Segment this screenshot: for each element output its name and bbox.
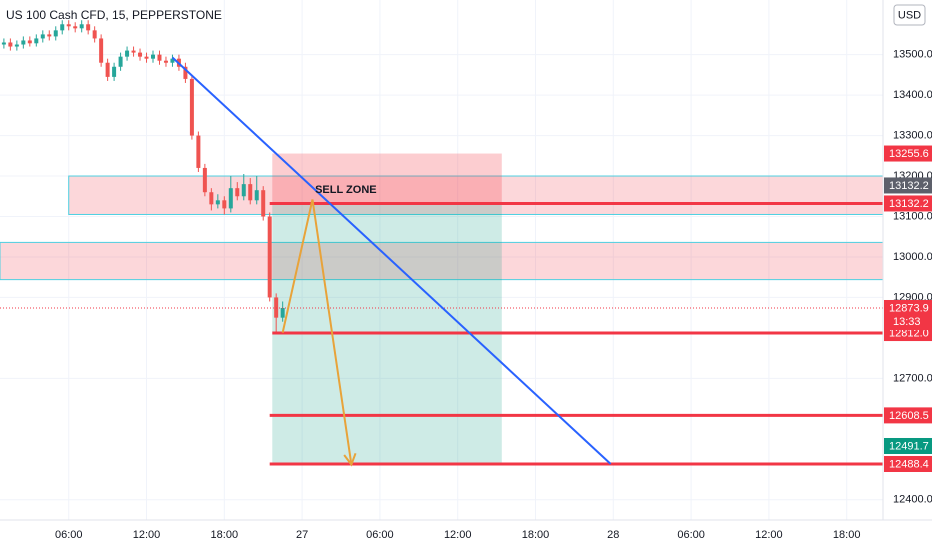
countdown: 13:33 — [893, 316, 921, 328]
price-badge — [884, 195, 932, 212]
price-badge-label: 12812.0 — [889, 327, 929, 339]
candle-body — [138, 52, 143, 57]
arrow-path — [281, 199, 353, 465]
candle-body — [1, 42, 6, 45]
candle-body — [189, 78, 194, 136]
candle-body — [170, 58, 175, 63]
candle-body — [14, 44, 19, 47]
x-tick-label: 06:00 — [366, 529, 394, 541]
x-tick-label: 06:00 — [677, 529, 705, 541]
chart-title: US 100 Cash CFD, 15, PEPPERSTONE — [6, 8, 222, 22]
candle-body — [118, 56, 123, 67]
candle-body — [47, 34, 52, 37]
y-tick-label: 12700.0 — [893, 372, 932, 384]
y-tick-label: 13300.0 — [893, 129, 932, 141]
x-tick-label: 18:00 — [211, 529, 239, 541]
candle-body — [228, 188, 233, 209]
candle-body — [105, 62, 110, 77]
last-price-badge — [884, 299, 932, 330]
price-badge — [884, 177, 932, 194]
candle-body — [99, 38, 104, 63]
price-badge-label: 13255.6 — [889, 148, 929, 160]
candle-body — [86, 24, 91, 31]
x-tick-label: 06:00 — [55, 529, 83, 541]
candle-body — [222, 200, 227, 209]
candle-body — [267, 216, 272, 298]
candle-body — [92, 30, 97, 39]
price-badge — [884, 407, 932, 424]
arrow-head — [343, 452, 357, 467]
candle-body — [8, 42, 13, 47]
price-badge-label: 12491.7 — [889, 440, 929, 452]
candle-body — [241, 184, 246, 197]
y-tick-label: 13000.0 — [893, 251, 932, 263]
x-tick-label: 12:00 — [133, 529, 161, 541]
candle-body — [53, 30, 58, 37]
position-risk — [272, 153, 502, 204]
candle-body — [248, 184, 253, 201]
candle-body — [73, 26, 78, 29]
candle-body — [66, 24, 71, 27]
candle-body — [196, 135, 201, 168]
price-badge-label: 13132.2 — [889, 180, 929, 192]
plot-area: SELL ZONE — [0, 0, 884, 520]
currency: USD — [898, 9, 921, 21]
price-badge-label: 13132.2 — [889, 198, 929, 210]
y-tick-label: 13500.0 — [893, 49, 932, 61]
candle-body — [163, 60, 168, 63]
candle-body — [157, 54, 162, 61]
x-tick-label: 27 — [296, 529, 308, 541]
candle-body — [209, 192, 214, 205]
candle-body — [131, 50, 136, 53]
candle-body — [40, 34, 45, 39]
candle-body — [144, 56, 149, 59]
y-tick-label: 12400.0 — [893, 494, 932, 506]
price-badge-label: 12608.5 — [889, 410, 929, 422]
candle-body — [34, 38, 39, 44]
candle-body — [27, 40, 32, 44]
candle-body — [183, 66, 188, 79]
candle-body — [280, 307, 285, 318]
x-tick-label: 12:00 — [755, 529, 783, 541]
y-tick-label: 13400.0 — [893, 89, 932, 101]
price-badge-label: 12488.4 — [889, 458, 929, 470]
trend-line — [171, 56, 612, 465]
candle-body — [21, 40, 26, 45]
last-price-label: 12873.9 — [889, 302, 929, 314]
candle-body — [254, 190, 259, 201]
x-tick-label: 18:00 — [833, 529, 861, 541]
annotation: SELL ZONE — [315, 184, 377, 196]
candle-body — [235, 188, 240, 197]
price-badge — [884, 145, 932, 162]
candle-body — [60, 24, 65, 31]
price-badge — [884, 437, 932, 454]
candle-body — [125, 50, 130, 57]
candle-body — [151, 54, 156, 59]
candle-body — [79, 24, 84, 29]
currency-badge[interactable] — [893, 4, 926, 26]
candle-body — [215, 200, 220, 205]
y-tick-label: 13100.0 — [893, 210, 932, 222]
candle-body — [202, 167, 207, 193]
candle-body — [261, 190, 266, 217]
x-tick-label: 12:00 — [444, 529, 472, 541]
x-tick-label: 28 — [607, 529, 619, 541]
price-badge — [884, 455, 932, 472]
candle-body — [112, 66, 117, 77]
x-tick-label: 18:00 — [522, 529, 550, 541]
